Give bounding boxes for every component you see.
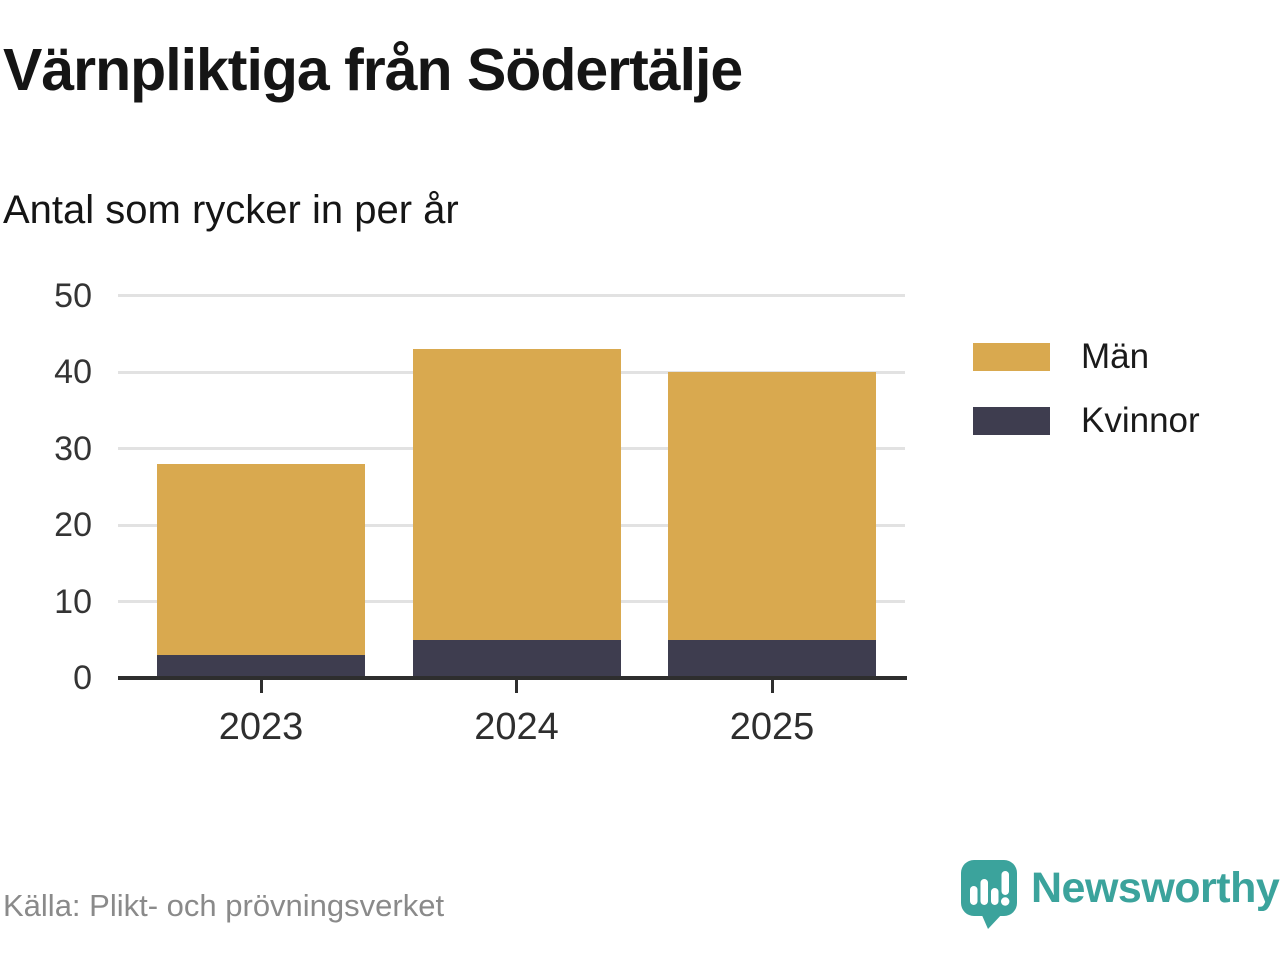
bar-segment-man-2025 <box>668 372 876 640</box>
chart-title: Värnpliktiga från Södertälje <box>3 37 743 103</box>
bar-segment-kvinnor-2023 <box>157 655 365 678</box>
x-axis-label-2024: 2024 <box>474 706 559 748</box>
bar-2024 <box>412 349 621 678</box>
x-axis-label-2023: 2023 <box>218 706 304 748</box>
bar-segment-kvinnor-2025 <box>668 639 876 678</box>
y-axis-label-0: 0 <box>73 659 92 697</box>
newsworthy-wordmark: Newsworthy <box>1031 864 1280 912</box>
x-tick-2025 <box>770 680 774 693</box>
x-tick-2023 <box>259 680 263 693</box>
source-text: Källa: Plikt- och prövningsverket <box>3 888 445 923</box>
gridline-y-50 <box>118 294 905 297</box>
legend-item-man: Män <box>973 339 1200 374</box>
chart-legend: Män Kvinnor <box>973 339 1200 438</box>
legend-label-kvinnor: Kvinnor <box>1081 401 1200 440</box>
y-axis-label-30: 30 <box>54 429 92 468</box>
x-axis-line <box>118 676 907 680</box>
y-axis-label-20: 20 <box>54 506 92 544</box>
bar-segment-kvinnor-2024 <box>412 639 621 678</box>
chart-subtitle: Antal som rycker in per år <box>3 188 459 232</box>
bar-segment-man-2024 <box>412 349 621 640</box>
x-axis-label-2025: 2025 <box>729 706 815 748</box>
legend-swatch-kvinnor <box>973 406 1050 435</box>
y-axis-label-40: 40 <box>54 353 92 391</box>
bar-segment-man-2023 <box>157 463 365 656</box>
bar-2025 <box>668 372 876 678</box>
legend-swatch-man <box>973 342 1050 371</box>
y-axis-label-10: 10 <box>54 582 92 621</box>
legend-label-man: Män <box>1081 337 1150 376</box>
y-axis-label-50: 50 <box>54 276 92 315</box>
newsworthy-logo: Newsworthy <box>960 858 1280 930</box>
newsworthy-speech-bubble-chart-icon <box>961 860 1017 929</box>
bar-2023 <box>157 463 365 678</box>
x-tick-2024 <box>515 680 518 693</box>
legend-item-kvinnor: Kvinnor <box>973 403 1200 438</box>
